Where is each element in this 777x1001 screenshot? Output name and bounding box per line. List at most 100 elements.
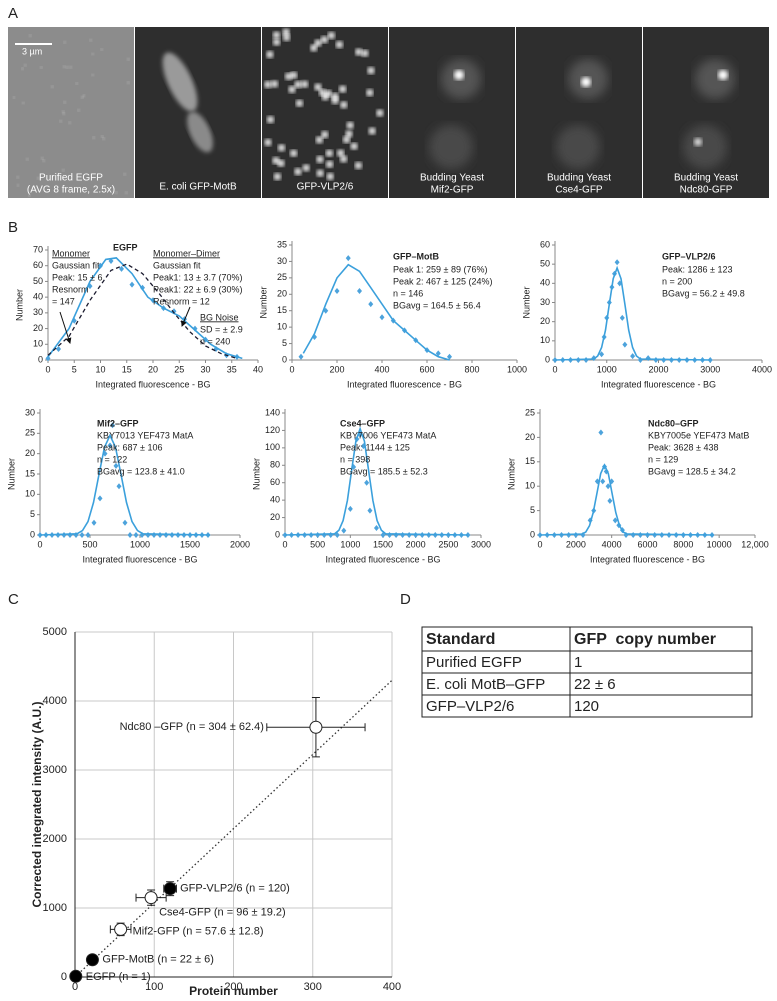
x-tick-label: 0 xyxy=(45,364,50,374)
speckle xyxy=(62,65,66,68)
particle xyxy=(325,149,333,157)
y-tick-label: 2000 xyxy=(43,833,67,845)
particle xyxy=(273,173,281,181)
x-tick-label: 0 xyxy=(37,539,42,549)
particle xyxy=(288,85,296,93)
particle xyxy=(301,80,309,88)
x-tick-label: 0 xyxy=(282,539,287,549)
particle xyxy=(302,164,310,172)
x-axis-label: Protein number xyxy=(189,984,278,998)
y-tick-label: 40 xyxy=(540,278,550,288)
y-tick-label: 20 xyxy=(25,448,35,458)
cell xyxy=(556,125,600,169)
data-point xyxy=(145,532,151,538)
speckle xyxy=(62,169,65,172)
cell xyxy=(695,59,735,99)
data-point xyxy=(341,527,347,534)
fit-curve xyxy=(554,265,711,361)
data-point xyxy=(465,532,471,538)
speckle xyxy=(23,64,27,67)
y-tick-label: 120 xyxy=(265,425,280,435)
data-point xyxy=(367,507,373,514)
y-tick-label: 60 xyxy=(33,260,43,270)
x-tick-label: 2500 xyxy=(438,539,458,549)
spot xyxy=(581,77,591,87)
fit-curve xyxy=(47,257,243,360)
particle xyxy=(354,162,362,170)
annotation: Peak1: 22 ± 6.9 (30%) xyxy=(153,284,243,294)
annotation: Monomer xyxy=(52,248,90,258)
speckle xyxy=(125,191,128,195)
x-axis-label: Integrated fluorescence - BG xyxy=(82,554,197,564)
data-point xyxy=(122,519,128,526)
y-tick-label: 0 xyxy=(38,354,43,364)
y-tick-label: 20 xyxy=(33,323,43,333)
data-point xyxy=(334,288,340,294)
table-header: Standard xyxy=(426,631,495,648)
image-caption: (AVG 8 frame, 2.5x) xyxy=(27,185,115,196)
speckle xyxy=(82,94,86,97)
point-label: GFP-MotB (n = 22 ± 6) xyxy=(102,954,214,966)
speckle xyxy=(114,191,118,194)
y-tick-label: 0 xyxy=(530,529,535,539)
y-tick-label: 5 xyxy=(282,338,287,348)
micrograph xyxy=(135,27,261,198)
annotation: n = 240 xyxy=(200,336,230,346)
x-tick-label: 12,000 xyxy=(741,539,769,549)
data-point xyxy=(127,532,133,538)
data-point xyxy=(607,497,613,504)
data-point xyxy=(192,325,198,332)
data-point xyxy=(85,953,99,967)
particle xyxy=(266,51,274,59)
particle xyxy=(273,38,281,46)
particle xyxy=(326,173,334,181)
speckle xyxy=(36,176,40,180)
data-point xyxy=(97,495,103,502)
annotation: BGavg = 56.2 ± 49.8 xyxy=(662,288,745,298)
x-tick-label: 400 xyxy=(374,364,389,374)
x-tick-label: 25 xyxy=(174,364,184,374)
data-point xyxy=(157,532,163,538)
speckle xyxy=(123,172,126,176)
data-point xyxy=(129,281,135,288)
speckle xyxy=(63,41,66,44)
annotation: Gaussian fit xyxy=(153,260,201,270)
data-point xyxy=(573,532,579,538)
particle xyxy=(340,155,348,163)
speckle xyxy=(16,176,20,179)
x-tick-label: 300 xyxy=(304,981,322,993)
image-content xyxy=(12,34,130,197)
y-tick-label: 80 xyxy=(270,460,280,470)
data-point xyxy=(163,882,177,896)
data-point xyxy=(599,351,605,358)
y-tick-label: 50 xyxy=(540,259,550,269)
image-background xyxy=(516,27,642,198)
particle xyxy=(290,149,298,157)
x-tick-label: 6000 xyxy=(637,539,657,549)
x-axis-label: Integrated fluorescence - BG xyxy=(95,379,210,389)
particle xyxy=(376,109,384,117)
y-tick-label: 30 xyxy=(33,307,43,317)
speckle xyxy=(40,66,43,69)
fit-line xyxy=(74,679,393,978)
x-tick-label: 200 xyxy=(329,364,344,374)
y-tick-label: 30 xyxy=(540,297,550,307)
image-caption: Ndc80-GFP xyxy=(680,185,733,196)
point-label: EGFP (n = 1) xyxy=(86,971,151,983)
speckle xyxy=(89,38,93,42)
image-content xyxy=(264,28,384,181)
speckle xyxy=(91,73,94,77)
x-axis-label: Integrated fluorescence - BG xyxy=(601,379,716,389)
x-tick-label: 200 xyxy=(224,981,242,993)
particle xyxy=(346,121,354,129)
y-tick-label: 30 xyxy=(25,407,35,417)
particle xyxy=(282,28,290,36)
y-tick-label: 35 xyxy=(277,239,287,249)
x-tick-label: 0 xyxy=(552,364,557,374)
table-frame xyxy=(421,626,753,718)
image-caption: Budding Yeast xyxy=(420,173,484,184)
speckle xyxy=(100,135,104,138)
table-cell: E. coli MotB–GFP xyxy=(426,676,545,693)
annotation: n = 398 xyxy=(340,454,370,464)
image-content xyxy=(683,59,735,169)
